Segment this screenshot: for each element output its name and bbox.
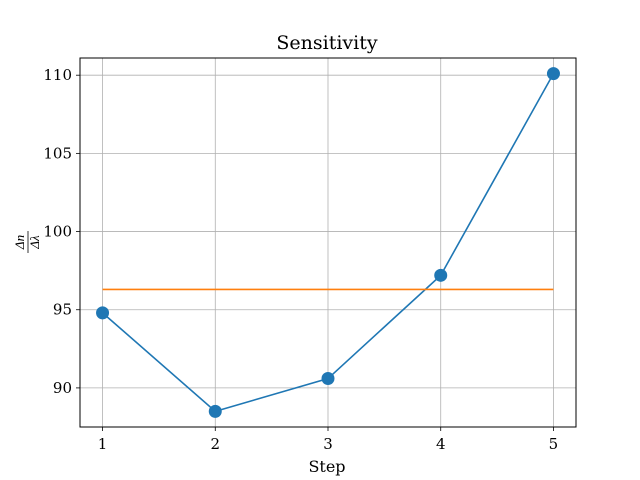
x-axis-label: Step <box>308 457 345 476</box>
series-1-point <box>208 404 222 418</box>
y-tick-label: 95 <box>53 301 72 319</box>
series-1-point <box>546 67 560 81</box>
series-1-point <box>96 306 110 320</box>
x-tick-label: 5 <box>549 435 559 453</box>
series-1-point <box>321 372 335 386</box>
y-axis-label-denominator: Δλ <box>27 235 42 250</box>
chart-title: Sensitivity <box>276 32 377 54</box>
x-tick-label: 3 <box>323 435 333 453</box>
series-layer <box>96 67 560 418</box>
grid-lines <box>80 58 576 427</box>
y-tick-label: 110 <box>43 66 72 84</box>
y-tick-label: 90 <box>53 379 72 397</box>
y-axis-label: Δn Δλ <box>12 231 42 253</box>
x-tick-label: 4 <box>436 435 446 453</box>
y-tick-label: 105 <box>43 144 72 162</box>
series-1-point <box>434 268 448 282</box>
y-tick-label: 100 <box>43 223 72 241</box>
x-tick-label: 2 <box>210 435 220 453</box>
y-axis-label-numerator: Δn <box>12 235 27 250</box>
axis-ticks: 1 2 3 4 5 90 95 100 105 110 <box>43 66 558 453</box>
x-tick-label: 1 <box>98 435 108 453</box>
